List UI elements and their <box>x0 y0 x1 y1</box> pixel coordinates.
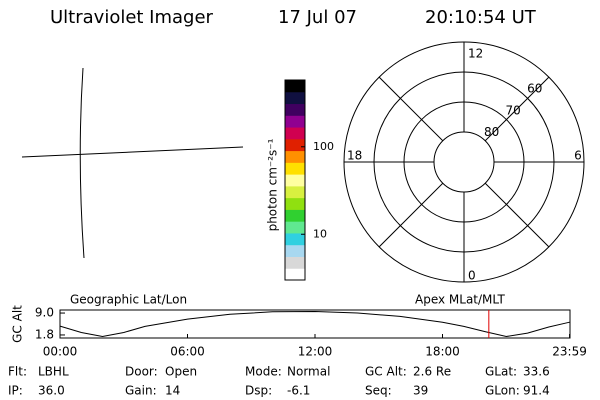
colorbar-band <box>285 244 305 257</box>
colorbar-band <box>285 232 305 246</box>
status-value: -6.1 <box>287 384 310 398</box>
status-value: 2.6 Re <box>413 365 451 379</box>
mlt-label: 0 <box>468 269 476 283</box>
status-label: Flt: <box>8 365 27 379</box>
mlt-label: 18 <box>347 149 362 163</box>
colorbar-band <box>285 91 305 105</box>
colorbar-band <box>285 80 305 93</box>
spoke <box>378 182 444 248</box>
status-value: 33.6 <box>523 365 550 379</box>
instrument: Ultraviolet Imager <box>50 7 214 28</box>
status-label: GLat: <box>485 365 517 379</box>
colorbar-tick-label: 100 <box>313 140 334 153</box>
status-label: GLon: <box>485 384 520 398</box>
lat-label: 60 <box>527 82 542 96</box>
status-value: LBHL <box>38 365 69 379</box>
status-value: 39 <box>413 384 428 398</box>
status-value: Open <box>165 365 197 379</box>
status-label: Dsp: <box>245 384 272 398</box>
colorbar-band <box>285 209 305 222</box>
geo-title: Geographic Lat/Lon <box>70 293 187 307</box>
x-tick-label: 06:00 <box>170 345 205 359</box>
mlt-label: 6 <box>574 149 582 163</box>
y-tick-label: 9.0 <box>35 306 54 320</box>
geo-parallel <box>21 146 244 158</box>
x-tick-label: 00:00 <box>43 345 78 359</box>
colorbar-frame <box>284 79 306 281</box>
colorbar-band <box>285 150 305 163</box>
status-value: 14 <box>165 384 180 398</box>
colorbar-label: photon cm⁻²s⁻¹ <box>266 138 280 231</box>
status-label: IP: <box>8 384 23 398</box>
x-tick-label: 18:00 <box>425 345 460 359</box>
status-label: GC Alt: <box>365 365 407 379</box>
lat-ring <box>433 131 495 193</box>
colorbar-band <box>285 115 305 128</box>
colorbar-band <box>285 197 305 210</box>
status-label: Gain: <box>125 384 157 398</box>
altitude-line <box>59 310 570 338</box>
status-value: 36.0 <box>38 384 65 398</box>
orbit-ylabel: GC Alt <box>11 305 25 343</box>
y-tick-label: 1.8 <box>35 327 54 341</box>
geo-meridian <box>79 67 85 259</box>
status-value: Normal <box>287 365 330 379</box>
colorbar-band <box>285 127 305 140</box>
colorbar-band <box>285 162 305 175</box>
date: 17 Jul 07 <box>278 7 357 28</box>
colorbar-tick-label: 10 <box>313 227 327 240</box>
colorbar-band <box>285 185 305 199</box>
lat-label: 70 <box>506 103 521 117</box>
colorbar-band <box>285 256 305 269</box>
lat-label: 80 <box>484 125 499 139</box>
colorbar-band <box>285 268 305 281</box>
status-label: Seq: <box>365 384 392 398</box>
colorbar-band <box>285 174 305 187</box>
spoke <box>484 182 550 248</box>
status-value: 91.4 <box>523 384 550 398</box>
time: 20:10:54 UT <box>425 7 537 28</box>
spoke <box>378 76 444 142</box>
x-tick-label: 12:00 <box>298 345 333 359</box>
colorbar-band <box>285 138 305 152</box>
spoke <box>484 76 550 142</box>
colorbar-band <box>285 103 305 116</box>
colorbar-band <box>285 221 305 234</box>
x-tick-label: 23:59 <box>552 345 587 359</box>
mlt-label: 12 <box>468 47 483 61</box>
status-label: Door: <box>125 365 158 379</box>
status-label: Mode: <box>245 365 282 379</box>
apex-title: Apex MLat/MLT <box>415 293 505 307</box>
